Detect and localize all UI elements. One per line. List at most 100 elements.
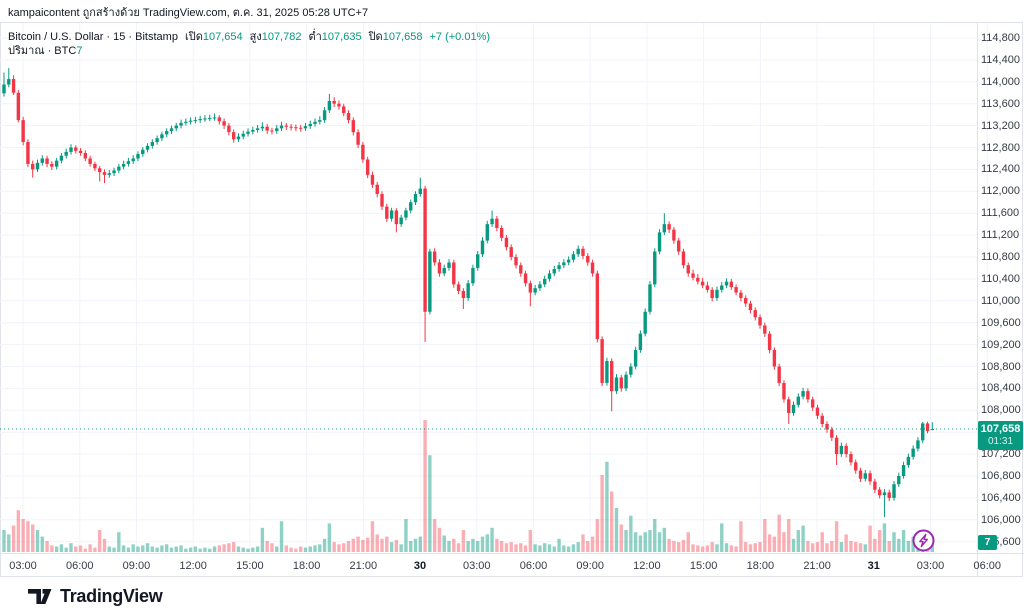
volume-bar bbox=[600, 475, 604, 552]
volume-bar bbox=[308, 546, 312, 552]
volume-bar bbox=[801, 525, 805, 552]
volume-bar bbox=[696, 545, 700, 552]
candle-body bbox=[322, 110, 327, 121]
volume-bar bbox=[409, 541, 413, 552]
candle-body bbox=[169, 128, 174, 132]
candle-body bbox=[705, 285, 710, 290]
volume-bar bbox=[897, 538, 901, 552]
candle-body bbox=[715, 289, 719, 299]
volume-bar bbox=[227, 543, 231, 552]
volume-bar bbox=[758, 542, 762, 552]
price-axis-label: 114,800 bbox=[981, 32, 1020, 44]
volume-bar bbox=[265, 541, 269, 552]
volume-bar bbox=[88, 544, 92, 552]
candle-body bbox=[729, 281, 734, 288]
volume-bar bbox=[691, 544, 695, 552]
volume-bar bbox=[117, 532, 121, 552]
candle-body bbox=[839, 445, 844, 455]
time-axis-label: 18:00 bbox=[746, 560, 775, 572]
candle-body bbox=[739, 292, 743, 299]
tradingview-logo[interactable]: TradingView bbox=[28, 586, 163, 607]
price-axis-label: 110,400 bbox=[981, 272, 1020, 285]
volume-bar bbox=[456, 543, 461, 552]
volume-bar bbox=[519, 543, 523, 552]
price-axis-label: 114,400 bbox=[981, 53, 1020, 66]
volume-bar bbox=[586, 541, 590, 552]
volume-bar bbox=[346, 541, 351, 552]
candle-body bbox=[208, 117, 212, 119]
volume-bar bbox=[298, 546, 303, 552]
candle-body bbox=[342, 106, 346, 114]
price-axis-label: 111,600 bbox=[981, 207, 1020, 220]
volume-bar bbox=[442, 535, 446, 552]
volume-bar bbox=[284, 545, 289, 552]
volume-bar bbox=[136, 546, 140, 552]
candle-body bbox=[313, 121, 317, 124]
candle-body bbox=[810, 399, 815, 408]
price-axis-label: 106,000 bbox=[981, 513, 1021, 526]
volume-bar bbox=[289, 547, 293, 552]
candle-body bbox=[418, 188, 422, 195]
candle-body bbox=[275, 128, 279, 132]
volume-bar bbox=[763, 519, 767, 552]
volume-bar bbox=[461, 530, 466, 552]
candle-body bbox=[50, 163, 54, 167]
price-axis-label: 106,400 bbox=[981, 491, 1021, 504]
price-axis-label: 110,800 bbox=[981, 251, 1020, 263]
volume-bar bbox=[83, 548, 88, 552]
candle-body bbox=[241, 133, 245, 137]
volume-bar bbox=[2, 530, 6, 552]
volume-bar bbox=[533, 544, 537, 552]
candle-body bbox=[825, 423, 829, 430]
candle-body bbox=[284, 125, 289, 127]
volume-bar bbox=[595, 519, 600, 552]
candle-body bbox=[35, 162, 40, 170]
volume-value-badge: 7 bbox=[978, 535, 997, 550]
volume-bar bbox=[131, 544, 135, 552]
volume-bar bbox=[217, 545, 222, 552]
legend-volume: ปริมาณ · BTC7 bbox=[8, 45, 83, 57]
volume-bar bbox=[638, 535, 643, 552]
volume-bar bbox=[141, 545, 145, 552]
candle-body bbox=[136, 154, 140, 159]
candle-body bbox=[653, 251, 657, 285]
candle-body bbox=[45, 158, 49, 164]
candle-body bbox=[480, 240, 485, 255]
candle-body bbox=[724, 281, 729, 286]
candle-body bbox=[743, 298, 748, 304]
volume-bar bbox=[365, 537, 370, 552]
boost-lightning-icon[interactable] bbox=[911, 528, 936, 553]
volume-bar bbox=[499, 541, 504, 552]
candle-body bbox=[633, 350, 638, 367]
volume-bar bbox=[724, 543, 729, 552]
volume-bar bbox=[566, 546, 571, 552]
volume-bar bbox=[676, 542, 681, 552]
volume-bar bbox=[887, 541, 891, 552]
volume-bar bbox=[337, 544, 341, 552]
candle-body bbox=[294, 127, 298, 129]
candle-body bbox=[662, 224, 667, 233]
chart-pane-border bbox=[0, 22, 1023, 577]
volume-bar bbox=[447, 541, 451, 552]
time-axis-label: 31 bbox=[867, 560, 880, 572]
volume-bar bbox=[59, 544, 64, 552]
candle-body bbox=[236, 136, 241, 140]
volume-bar bbox=[121, 545, 126, 552]
volume-bar bbox=[882, 523, 887, 552]
volume-bar bbox=[452, 538, 456, 552]
candle-body bbox=[346, 113, 351, 121]
candle-body bbox=[413, 194, 418, 203]
volume-bar bbox=[155, 547, 159, 552]
price-axis-label: 108,400 bbox=[981, 382, 1021, 395]
volume-bar bbox=[351, 538, 356, 552]
volume-bar bbox=[231, 542, 236, 552]
candle-body bbox=[21, 120, 25, 143]
candle-body bbox=[227, 125, 231, 133]
volume-bar bbox=[854, 542, 858, 552]
candle-body bbox=[777, 366, 781, 383]
volume-bar bbox=[480, 536, 485, 552]
legend-symbol[interactable]: Bitcoin / U.S. Dollar · 15 · Bitstamp bbox=[8, 31, 178, 43]
candle-body bbox=[222, 121, 226, 126]
candle-body bbox=[193, 120, 198, 122]
